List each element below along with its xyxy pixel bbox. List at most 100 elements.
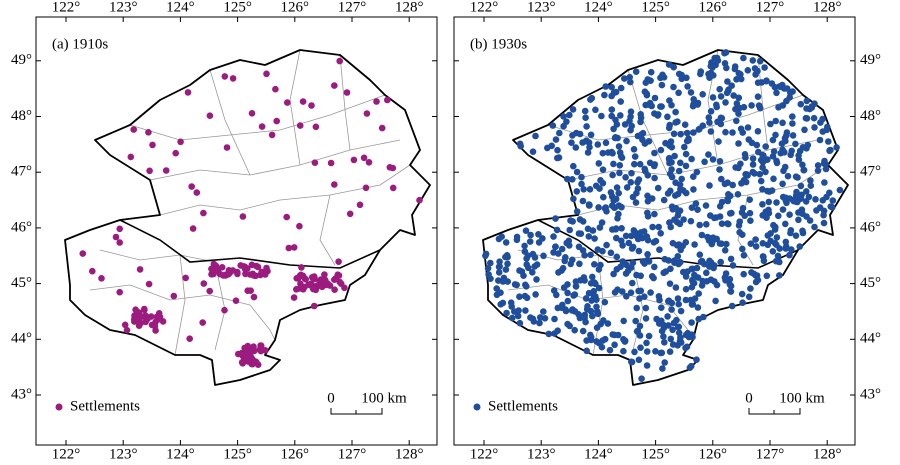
settlement [669, 326, 676, 334]
settlement [817, 119, 824, 126]
settlement [677, 130, 684, 138]
settlement [566, 242, 573, 249]
settlement [717, 258, 724, 266]
settlement [273, 117, 281, 125]
settlement [606, 346, 614, 354]
settlement [296, 222, 303, 230]
settlement [826, 189, 833, 197]
settlement [229, 267, 237, 274]
settlement [511, 308, 518, 315]
settlement [326, 282, 334, 289]
settlement [594, 310, 602, 318]
settlement [613, 266, 621, 273]
settlement [770, 148, 778, 155]
settlement [612, 195, 620, 203]
legend-label: Settlements [488, 398, 558, 414]
settlement [829, 204, 836, 211]
settlement [593, 338, 600, 345]
settlement [735, 164, 742, 172]
settlement [619, 258, 627, 265]
settlement [713, 103, 720, 111]
settlement [523, 255, 530, 262]
settlement [749, 155, 757, 162]
settlement [184, 89, 192, 96]
lon-label: 126° [281, 446, 310, 462]
settlement [487, 275, 494, 283]
settlement [521, 292, 529, 300]
settlement [583, 347, 590, 355]
settlement [596, 224, 604, 231]
settlement [623, 137, 630, 145]
settlement [569, 106, 577, 113]
settlement [674, 295, 682, 302]
settlement [121, 321, 129, 329]
settlement [343, 89, 351, 96]
settlement [669, 341, 677, 348]
settlement [677, 258, 684, 266]
lon-label: 125° [641, 446, 670, 462]
settlement [671, 259, 678, 267]
settlement [721, 180, 729, 188]
settlement [638, 375, 645, 383]
settlement [773, 199, 780, 206]
settlement [709, 94, 717, 101]
settlement [667, 335, 675, 343]
settlement [664, 313, 671, 320]
settlement [563, 118, 570, 125]
settlement [600, 193, 607, 201]
settlement [674, 118, 681, 125]
settlement [779, 119, 786, 127]
settlement [752, 278, 760, 286]
settlement [572, 144, 580, 151]
settlement [685, 137, 692, 144]
lon-label: 126° [699, 446, 728, 462]
lon-label: 122° [470, 0, 499, 15]
settlement [759, 186, 766, 193]
settlement [612, 134, 619, 141]
settlement [672, 108, 679, 116]
settlement [771, 226, 779, 233]
settlement [296, 122, 304, 129]
settlement [707, 108, 715, 115]
settlement [589, 312, 596, 320]
settlement [189, 225, 197, 232]
settlement [746, 196, 753, 203]
settlement [702, 202, 710, 209]
settlement [301, 275, 309, 282]
settlement [615, 143, 623, 150]
settlement [250, 346, 257, 353]
settlement [576, 314, 584, 322]
settlement [258, 268, 266, 276]
settlement [738, 290, 746, 298]
settlement [660, 269, 667, 277]
settlement [570, 195, 577, 203]
settlement [363, 110, 371, 117]
province-line [537, 219, 799, 269]
settlement [660, 196, 668, 204]
settlement [722, 99, 729, 106]
settlement [608, 83, 615, 91]
settlement [608, 202, 616, 209]
lat-label: 48° [860, 108, 881, 124]
settlement [597, 320, 604, 328]
settlement [688, 283, 696, 291]
lon-label: 125° [641, 0, 670, 15]
settlement [346, 210, 354, 218]
settlement [772, 117, 779, 125]
settlement [635, 247, 643, 255]
settlement [779, 180, 786, 188]
settlement [613, 184, 621, 191]
settlement [579, 197, 587, 205]
settlement [556, 129, 563, 137]
settlement [727, 287, 734, 295]
settlement [619, 288, 626, 295]
settlement [527, 231, 534, 239]
settlement [739, 245, 746, 253]
settlement [635, 176, 643, 183]
settlement [308, 102, 315, 109]
settlement [721, 247, 729, 254]
settlement [583, 337, 590, 344]
settlement [564, 281, 571, 288]
settlement [756, 170, 764, 178]
settlement [636, 322, 644, 330]
